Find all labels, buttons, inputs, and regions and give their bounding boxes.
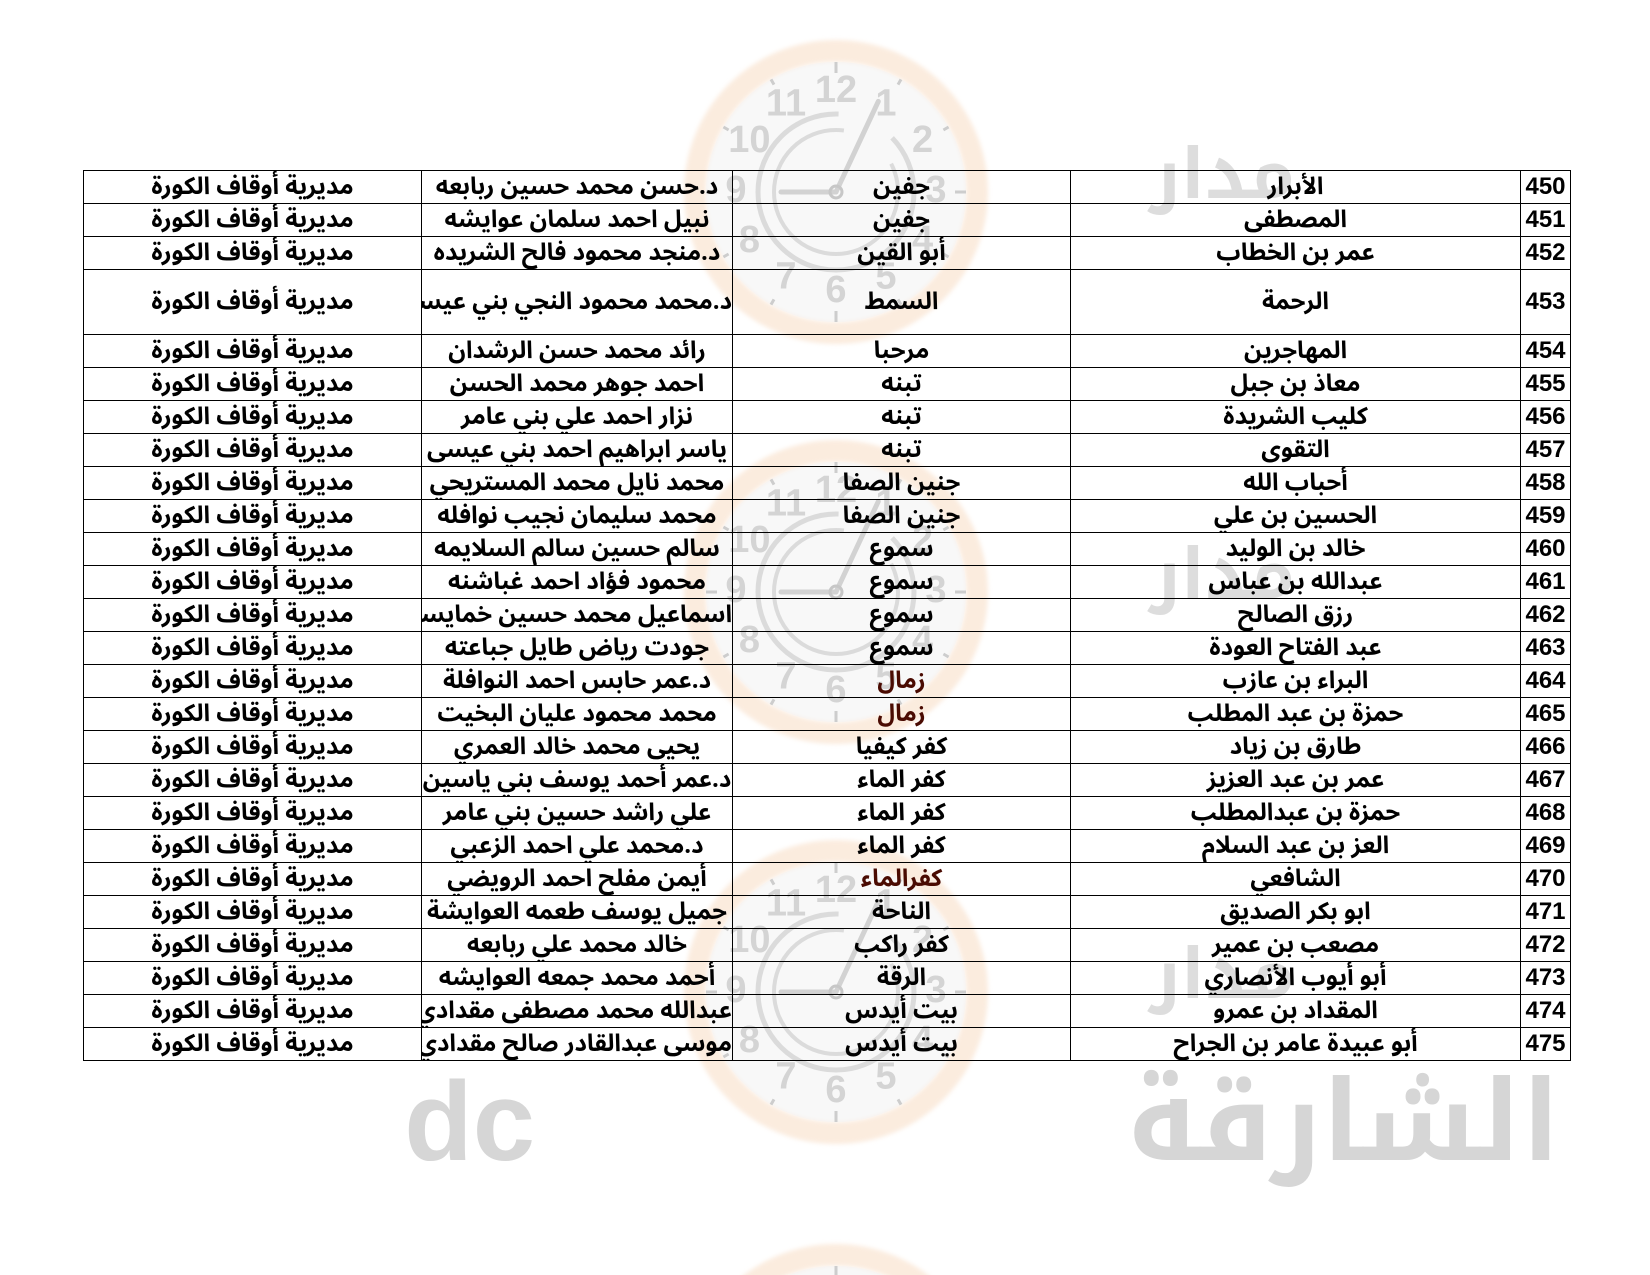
svg-text:7: 7 — [775, 1056, 796, 1098]
svg-text:2: 2 — [912, 119, 933, 161]
svg-text:1: 1 — [875, 82, 896, 124]
svg-text:5: 5 — [875, 1056, 896, 1098]
svg-text:11: 11 — [766, 82, 806, 124]
svg-text:6: 6 — [825, 1069, 846, 1111]
svg-text:12: 12 — [815, 69, 857, 111]
svg-text:10: 10 — [728, 119, 770, 161]
svg-text:dc: dc — [404, 1059, 535, 1184]
